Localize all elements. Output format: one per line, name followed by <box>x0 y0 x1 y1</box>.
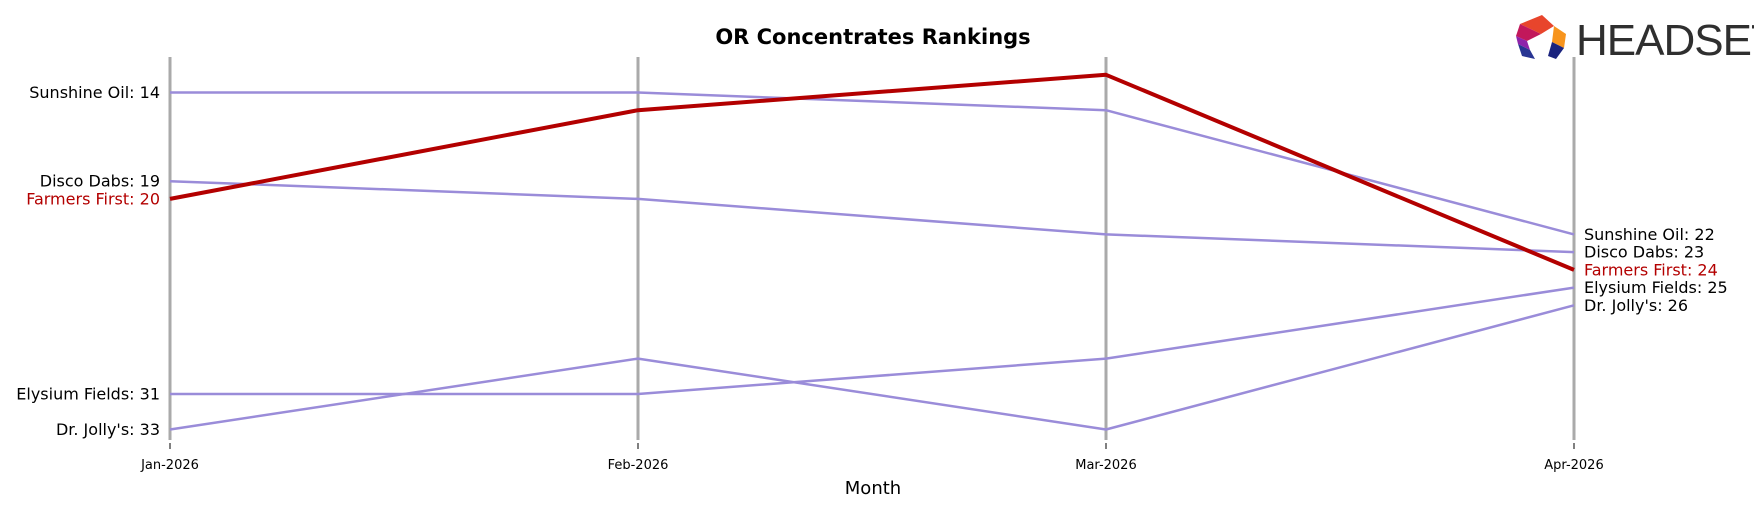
logo-facet-3 <box>1516 24 1541 41</box>
end-label-farmers-first: Farmers First: 24 <box>1584 260 1718 279</box>
chart-title: OR Concentrates Rankings <box>715 25 1030 49</box>
logo-facet-6 <box>1548 42 1564 59</box>
logo-facet-5 <box>1518 44 1535 59</box>
x-tick-label-feb-2026: Feb-2026 <box>608 458 669 473</box>
series-line-farmers-first <box>169 72 1575 272</box>
series-line-elysium-fields <box>170 286 1575 396</box>
headset-logo: HEADSET <box>1516 15 1754 65</box>
month-axis-lines <box>168 57 1576 440</box>
headset-logo-text: HEADSET <box>1576 16 1754 65</box>
x-tick-label-apr-2026: Apr-2026 <box>1544 458 1603 473</box>
end-label-elysium-fields: Elysium Fields: 25 <box>1584 278 1728 297</box>
end-label-dr-jolly-s: Dr. Jolly's: 26 <box>1584 296 1688 315</box>
logo-facet-1 <box>1520 15 1554 34</box>
end-label-disco-dabs: Disco Dabs: 23 <box>1584 243 1704 262</box>
logo-facet-2 <box>1552 26 1566 48</box>
start-label-dr-jolly-s: Dr. Jolly's: 33 <box>56 420 160 439</box>
headset-logo-mark <box>1516 15 1566 59</box>
start-label-farmers-first: Farmers First: 20 <box>26 189 160 208</box>
series-line-sunshine-oil <box>170 91 1575 236</box>
x-tick-label-jan-2026: Jan-2026 <box>140 458 199 473</box>
series-line-disco-dabs <box>169 179 1575 254</box>
x-tick-label-mar-2026: Mar-2026 <box>1075 458 1136 473</box>
x-axis-label: Month <box>845 478 901 499</box>
start-label-elysium-fields: Elysium Fields: 31 <box>16 385 160 404</box>
end-label-sunshine-oil: Sunshine Oil: 22 <box>1584 225 1715 244</box>
x-tick-labels: Jan-2026 Feb-2026 Mar-2026 Apr-2026 <box>140 443 1604 473</box>
logo-facet-4 <box>1516 36 1530 50</box>
start-label-disco-dabs: Disco Dabs: 19 <box>40 172 160 191</box>
start-label-sunshine-oil: Sunshine Oil: 14 <box>29 83 160 102</box>
series-line-dr-jolly-s <box>169 304 1575 431</box>
series-lines <box>169 72 1575 431</box>
